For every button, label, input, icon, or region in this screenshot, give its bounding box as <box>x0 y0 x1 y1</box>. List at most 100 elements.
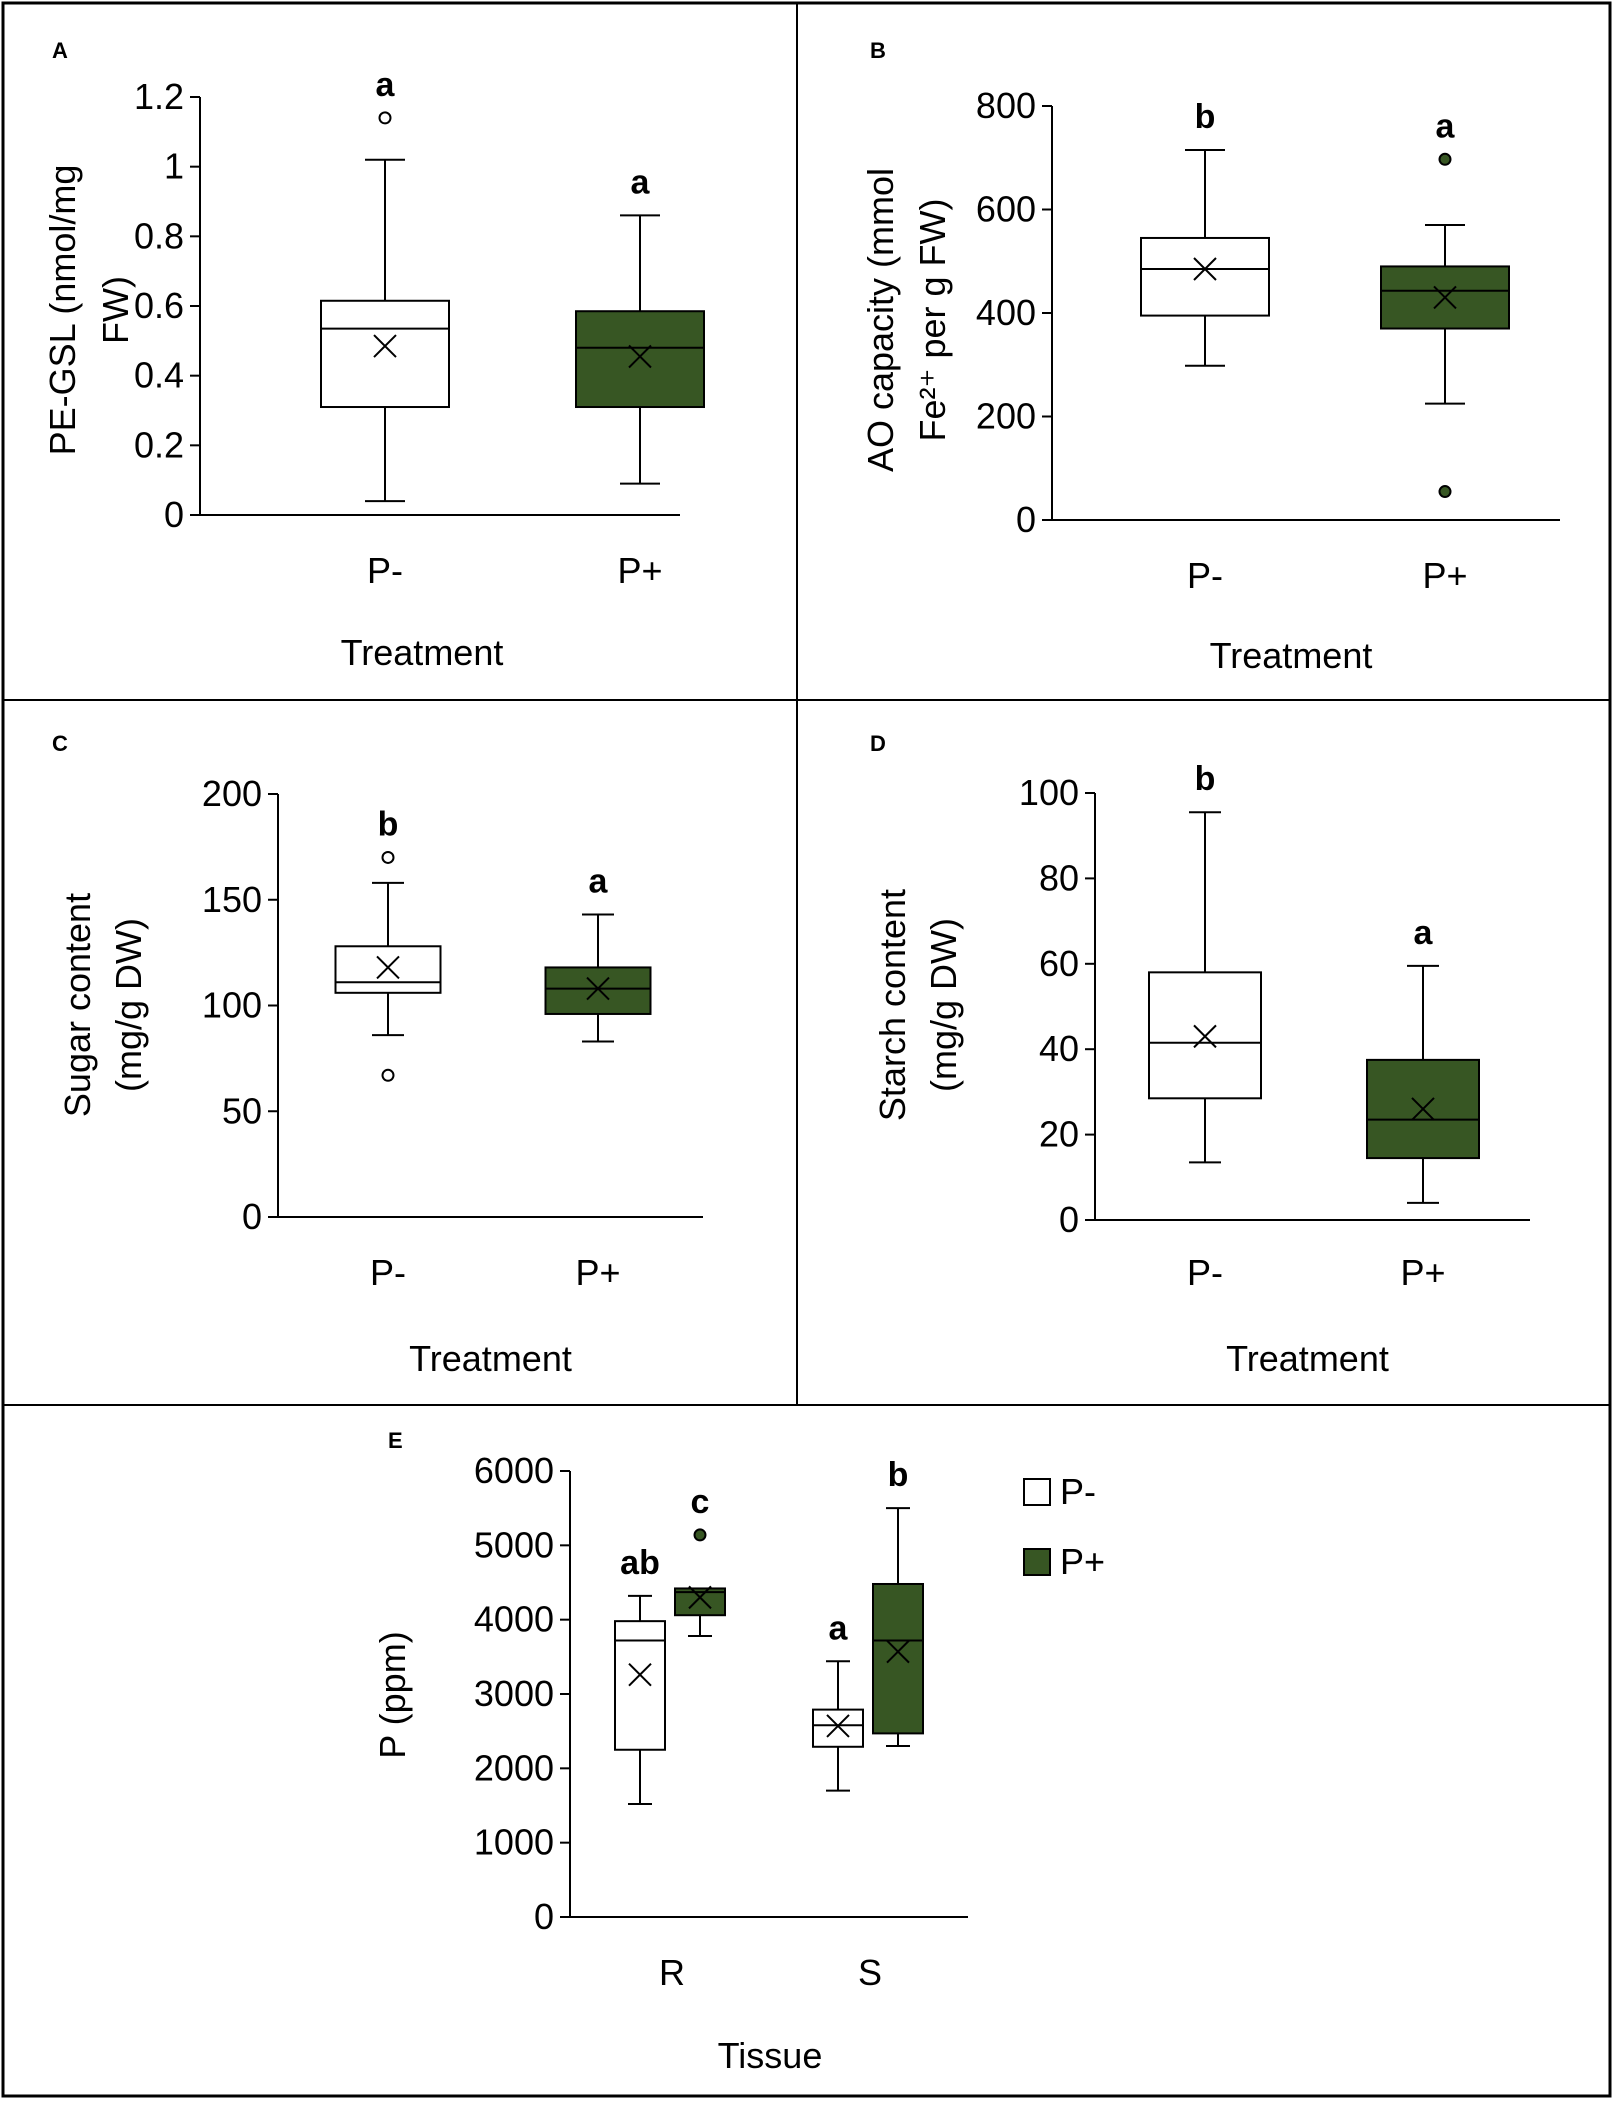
x-category-label: P+ <box>617 550 662 591</box>
panel-a: A 0 0.2 0.4 0.6 0.8 1 1.2 PE-GSL (nmol/mg FW) P- P+… <box>42 38 705 673</box>
y-tick-label: 60 <box>1039 943 1079 984</box>
significance-letter: a <box>376 66 396 104</box>
panel-d: D 0 20 40 60 80 100 Starch content (mg/g DW) P- P+… <box>870 731 1530 1379</box>
box-iqr <box>334 945 442 994</box>
x-axis-title: Treatment <box>409 1338 572 1379</box>
panel-label: B <box>870 38 886 63</box>
y-axis-title: PE-GSL (nmol/mg <box>42 165 83 456</box>
y-tick-label: 200 <box>202 773 262 814</box>
mean-marker <box>1193 1024 1217 1049</box>
outlier-point <box>381 1068 395 1082</box>
box-pplus-Pplus: a <box>1366 914 1480 1204</box>
y-axis-title: AO capacity (mmol <box>860 168 901 472</box>
outlier-point <box>693 1528 707 1542</box>
significance-letter: ab <box>620 1544 660 1582</box>
mean-marker <box>1411 1097 1435 1121</box>
panel-label: E <box>388 1428 403 1453</box>
x-category-label: P- <box>1187 1252 1223 1293</box>
significance-letter: a <box>589 863 609 901</box>
outlier-point <box>1438 152 1452 166</box>
significance-letter: a <box>1414 914 1434 952</box>
y-axis-title: (mg/g DW) <box>108 918 149 1092</box>
y-tick-label: 1000 <box>474 1822 554 1863</box>
y-tick-label: 800 <box>976 85 1036 126</box>
y-tick-label: 20 <box>1039 1114 1079 1155</box>
y-axis-title: FW) <box>95 276 136 344</box>
panel-c: C 0 50 100 150 200 Sugar content (mg/g DW) P- P+ T… <box>52 731 703 1379</box>
box-iqr <box>872 1582 924 1735</box>
x-category-label: S <box>858 1952 882 1993</box>
box-pminus-Pminus: a <box>320 66 450 503</box>
y-axis-title: (mg/g DW) <box>923 918 964 1092</box>
y-tick-label: 0 <box>242 1196 262 1237</box>
box-iqr <box>812 1708 864 1748</box>
significance-letter: b <box>1195 98 1216 136</box>
outlier-point <box>381 850 395 864</box>
mean-marker <box>628 1662 652 1687</box>
x-category-label: P+ <box>575 1252 620 1293</box>
significance-letter: b <box>888 1456 909 1494</box>
y-tick-label: 100 <box>1019 772 1079 813</box>
box-pminus-Pminus: b <box>1140 98 1270 367</box>
y-tick-label: 0.4 <box>134 355 184 396</box>
y-tick-label: 400 <box>976 292 1036 333</box>
y-tick-label: 80 <box>1039 857 1079 898</box>
y-tick-label: 3000 <box>474 1673 554 1714</box>
significance-letter: a <box>829 1609 849 1647</box>
mean-marker <box>373 334 397 358</box>
y-tick-label: 0 <box>1059 1199 1079 1240</box>
panel-e: E 0 1000 2000 3000 4000 5000 6000 P (ppm) R S Tissu… <box>372 1428 1105 2076</box>
y-tick-label: 600 <box>976 189 1036 230</box>
y-axis-title: Starch content <box>872 889 913 1121</box>
legend-label: P- <box>1060 1471 1096 1512</box>
panel-b: B 0 200 400 600 800 AO capacity (mmol Fe²⁺ per … <box>860 38 1560 676</box>
y-axis-title: Fe²⁺ per g FW) <box>912 198 953 441</box>
y-tick-label: 5000 <box>474 1524 554 1565</box>
y-tick-label: 4000 <box>474 1599 554 1640</box>
box-pminus-Pminus: b <box>1148 760 1262 1164</box>
y-tick-label: 0.8 <box>134 215 184 256</box>
y-tick-label: 6000 <box>474 1450 554 1491</box>
mean-marker <box>826 1714 850 1738</box>
outlier-point <box>1438 485 1452 499</box>
significance-letter: a <box>1436 107 1456 145</box>
x-category-label: P+ <box>1400 1252 1445 1293</box>
mean-marker <box>1193 257 1217 281</box>
legend-label: P+ <box>1060 1541 1105 1582</box>
y-tick-label: 50 <box>222 1090 262 1131</box>
box-pplus-Pplus: a <box>575 163 705 485</box>
mean-marker <box>1433 285 1457 310</box>
box-pplus-Pplus: a <box>1380 107 1510 499</box>
x-axis-title: Tissue <box>718 2035 823 2076</box>
box-r-Pminus: ab <box>614 1544 666 1806</box>
x-category-label: R <box>659 1952 685 1993</box>
x-category-label: P- <box>370 1252 406 1293</box>
y-tick-label: 0 <box>1016 499 1036 540</box>
box-iqr <box>614 1620 666 1751</box>
significance-letter: b <box>1195 760 1216 798</box>
x-axis-title: Treatment <box>341 632 504 673</box>
panel-label: A <box>52 38 68 63</box>
box-r-Pplus: c <box>674 1483 726 1638</box>
mean-marker <box>688 1585 712 1610</box>
box-s-Pminus: a <box>812 1609 864 1792</box>
y-axis-title: Sugar content <box>57 893 98 1117</box>
significance-letter: b <box>378 805 399 843</box>
mean-marker <box>376 955 400 980</box>
box-iqr <box>575 310 705 409</box>
mean-marker <box>586 976 610 1001</box>
box-pminus-Pminus: b <box>334 805 442 1082</box>
y-tick-label: 0.2 <box>134 424 184 465</box>
y-tick-label: 2000 <box>474 1747 554 1788</box>
y-tick-label: 0 <box>164 494 184 535</box>
y-tick-label: 40 <box>1039 1028 1079 1069</box>
box-iqr <box>320 299 450 409</box>
y-tick-label: 1.2 <box>134 76 184 117</box>
box-iqr <box>1140 236 1270 317</box>
x-axis-title: Treatment <box>1210 635 1373 676</box>
box-iqr <box>544 966 652 1015</box>
box-pplus-Pplus: a <box>544 863 652 1043</box>
y-tick-label: 100 <box>202 985 262 1026</box>
